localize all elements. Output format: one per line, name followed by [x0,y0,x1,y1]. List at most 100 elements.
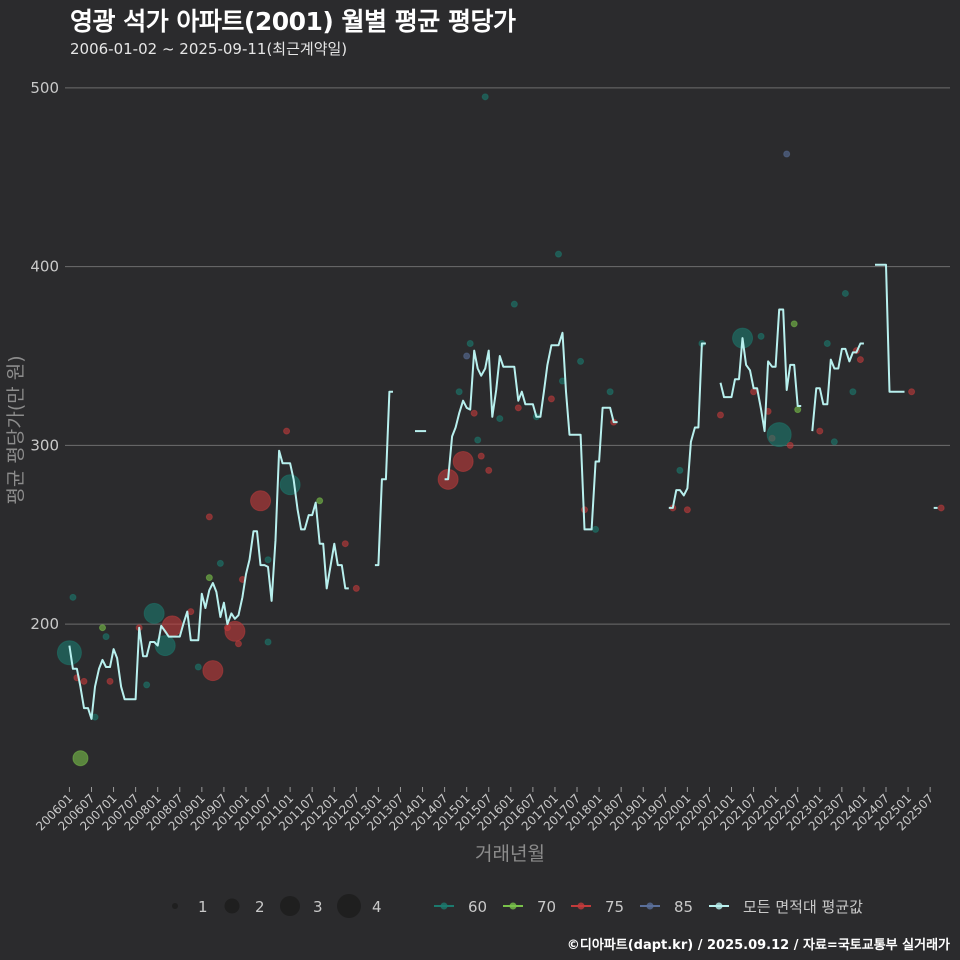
data-point-60 [69,593,77,601]
data-point-60 [592,525,600,533]
legend-dot-1 [509,902,517,910]
data-point-75 [205,513,213,521]
data-point-60 [510,300,518,308]
data-point-75 [283,427,291,435]
chart-title: 영광 석가 아파트(2001) 월별 평균 평당가 [70,7,516,36]
data-point-60 [830,438,838,446]
average-line [444,331,618,531]
legend-size-4 [337,894,361,918]
y-tick-label: 300 [30,436,59,454]
y-axis-ticks: 200 300 400 500 [30,79,59,633]
data-point-60 [474,436,482,444]
data-point-75 [250,490,272,512]
data-point-75 [80,677,88,685]
scatter-points [56,93,945,767]
data-point-75 [683,506,691,514]
legend-dot-3 [646,902,654,910]
data-point-75 [106,677,114,685]
legend-size-3 [280,896,300,916]
legend-size-label: 3 [313,898,323,916]
data-point-75 [514,404,522,412]
y-tick-label: 200 [30,615,59,633]
legend-size-label: 1 [198,898,208,916]
data-point-85 [783,150,791,158]
y-tick-label: 400 [30,258,59,276]
data-point-75 [202,660,224,682]
x-axis-title: 거래년월 [475,843,545,865]
data-point-60 [279,474,301,496]
data-point-75 [716,411,724,419]
data-point-70 [99,624,107,632]
average-line [68,449,349,720]
data-point-75 [908,388,916,396]
data-point-60 [143,681,151,689]
data-point-60 [823,339,831,347]
data-point-75 [341,540,349,548]
legend-size-2 [224,898,240,914]
data-point-75 [352,584,360,592]
data-point-75 [224,620,246,642]
legend-dot-0 [440,902,448,910]
legend-color-label: 75 [605,898,624,916]
data-point-70 [205,574,213,582]
average-line [719,308,802,433]
legend-color-label: 60 [468,898,487,916]
data-point-60 [766,422,792,448]
data-point-60 [841,289,849,297]
data-point-75 [477,452,485,460]
data-point-60 [194,663,202,671]
average-line [875,263,905,393]
source-caption: ©디아파트(dapt.kr) / 2025.09.12 / 자료=국토교통부 실… [566,938,950,953]
data-point-75 [856,356,864,364]
legend-size-label: 2 [255,898,265,916]
legend-color-label: 70 [537,898,556,916]
data-point-75 [234,640,242,648]
data-point-60 [554,250,562,258]
data-point-75 [750,388,758,396]
data-point-60 [466,339,474,347]
legend-dot-2 [577,902,585,910]
data-point-85 [463,352,471,360]
data-point-70 [794,406,802,414]
data-point-60 [264,638,272,646]
data-point-60 [56,640,82,666]
data-point-60 [481,93,489,101]
data-point-60 [455,388,463,396]
data-point-60 [496,415,504,423]
data-point-75 [547,395,555,403]
data-point-60 [154,635,176,657]
data-point-70 [316,497,324,505]
data-point-70 [790,320,798,328]
data-point-60 [102,633,110,641]
data-point-60 [849,388,857,396]
legend-color-label: 모든 면적대 평균값 [743,898,863,916]
legend: 1 2 3 4 60 70 75 85 모든 면적대 평균값 [172,894,863,918]
data-point-75 [786,441,794,449]
y-axis-title: 평균 평당가(만 원) [5,355,27,504]
data-point-75 [187,608,195,616]
data-point-70 [72,750,89,767]
y-tick-label: 500 [30,79,59,97]
data-point-60 [606,388,614,396]
data-point-60 [143,602,165,624]
legend-size-label: 4 [372,898,382,916]
data-point-60 [577,357,585,365]
data-point-75 [470,409,478,417]
data-point-60 [264,556,272,564]
data-point-75 [937,504,945,512]
gridlines [65,87,950,625]
data-point-60 [216,559,224,567]
data-point-60 [676,466,684,474]
legend-dot-4 [715,902,723,910]
average-line [374,390,393,567]
legend-color-label: 85 [674,898,693,916]
data-point-75 [816,427,824,435]
x-axis-ticks: 2006012006072007012007072008012008072009… [33,787,936,834]
chart-subtitle: 2006-01-02 ~ 2025-09-11(최근계약일) [70,40,348,58]
average-lines [68,263,938,720]
legend-size-1 [172,903,178,909]
data-point-60 [757,332,765,340]
average-line [668,342,706,509]
data-point-75 [452,450,474,472]
